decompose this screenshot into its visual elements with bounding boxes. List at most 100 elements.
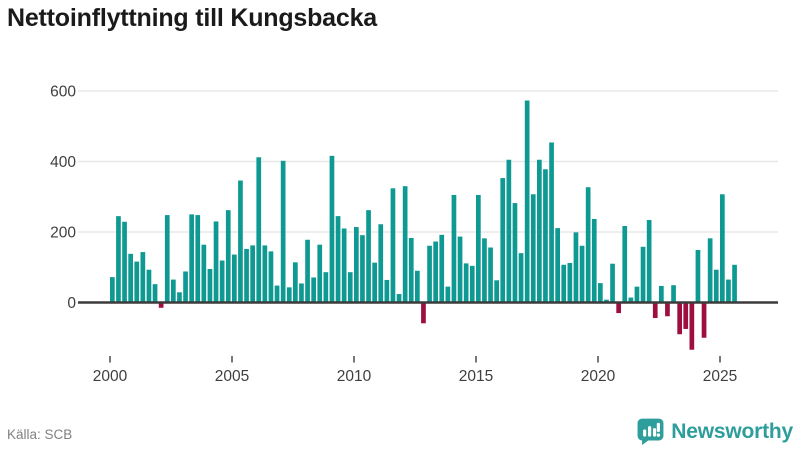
bar-2001-q1 — [134, 261, 140, 303]
bar-2012-q4 — [421, 302, 426, 324]
chart-title: Nettoinflyttning till Kungsbacka — [7, 4, 377, 32]
bar-2011-q2 — [384, 279, 390, 303]
bar-2008-q2 — [311, 277, 316, 303]
bar-2016-q1 — [500, 178, 506, 303]
bar-2022-q4 — [665, 302, 670, 317]
x-axis-tick-label: 2000 — [93, 368, 128, 385]
bar-2024-q2 — [701, 302, 707, 338]
bar-2025-q2 — [726, 279, 731, 303]
bar-2019-q3 — [585, 187, 591, 303]
bar-2021-q1 — [622, 226, 628, 303]
bar-2010-q2 — [360, 235, 365, 303]
bar-2006-q3 — [268, 251, 274, 303]
bar-2021-q3 — [634, 286, 640, 303]
bar-2018-q4 — [567, 263, 573, 303]
bar-2002-q3 — [171, 279, 176, 303]
x-axis-tick-label: 2025 — [703, 368, 737, 385]
bar-2019-q4 — [591, 218, 597, 303]
bar-2002-q4 — [177, 292, 182, 303]
x-axis-tick-label: 2020 — [581, 368, 616, 385]
bar-2019-q1 — [573, 232, 579, 303]
bar-2006-q1 — [256, 157, 262, 303]
bar-2015-q4 — [494, 280, 499, 303]
bar-2001-q2 — [140, 252, 146, 303]
bar-2008-q4 — [323, 272, 329, 303]
bar-2009-q1 — [329, 155, 335, 303]
bar-2024-q1 — [695, 249, 701, 303]
bar-2006-q2 — [262, 245, 268, 303]
bar-2014-q1 — [451, 194, 457, 303]
bar-2002-q1 — [158, 302, 164, 308]
x-axis-tick-label: 2005 — [215, 368, 249, 385]
bar-2004-q3 — [219, 260, 225, 303]
newsworthy-bubble-bars-icon — [637, 418, 664, 445]
bar-2009-q3 — [341, 228, 347, 303]
bar-2018-q2 — [555, 228, 560, 303]
bar-2007-q4 — [299, 283, 304, 303]
bar-2015-q1 — [476, 194, 481, 303]
bar-2025-q3 — [732, 264, 737, 303]
bar-2007-q3 — [293, 262, 298, 303]
bar-2023-q4 — [689, 302, 695, 350]
bar-2011-q4 — [396, 294, 402, 303]
bar-2003-q4 — [201, 244, 207, 303]
bar-2011-q1 — [378, 224, 384, 303]
bar-2015-q2 — [482, 238, 487, 303]
bar-2012-q2 — [408, 237, 414, 303]
bar-2008-q3 — [317, 244, 323, 303]
bar-2000-q3 — [122, 221, 127, 303]
bar-2009-q4 — [347, 272, 353, 303]
bar-2001-q3 — [146, 269, 152, 303]
bar-2005-q4 — [250, 245, 255, 303]
bar-2022-q1 — [646, 220, 652, 303]
bar-2013-q1 — [427, 245, 432, 303]
bar-2008-q1 — [305, 239, 310, 303]
bar-2010-q3 — [366, 210, 371, 303]
bar-2020-q1 — [598, 283, 603, 303]
newsworthy-logo: Newsworthy — [637, 418, 793, 445]
bar-2013-q2 — [433, 241, 438, 303]
bar-2003-q1 — [183, 271, 188, 303]
x-axis-tick-label: 2015 — [459, 368, 493, 385]
bar-2017-q3 — [537, 159, 542, 303]
bar-2025-q1 — [720, 194, 725, 303]
bar-2006-q4 — [274, 285, 280, 303]
bar-2014-q4 — [469, 265, 475, 303]
bar-2017-q1 — [524, 100, 530, 303]
bar-2003-q2 — [189, 214, 194, 303]
y-axis-tick-label: 600 — [50, 84, 76, 101]
bar-2018-q3 — [561, 264, 567, 303]
bar-2022-q3 — [659, 285, 664, 303]
bar-2023-q2 — [677, 302, 682, 335]
bar-2020-q3 — [610, 263, 615, 303]
bar-2007-q2 — [286, 287, 292, 303]
bar-2011-q3 — [390, 188, 396, 303]
y-axis-tick-label: 0 — [67, 295, 76, 312]
bar-2016-q2 — [506, 159, 512, 303]
bar-2018-q1 — [549, 142, 554, 303]
bar-2007-q1 — [280, 160, 286, 303]
bar-2005-q2 — [238, 180, 243, 303]
source-label: Källa: SCB — [7, 427, 73, 442]
bar-2014-q2 — [457, 236, 463, 303]
bar-2024-q4 — [713, 269, 719, 303]
bar-2013-q3 — [439, 234, 445, 303]
bar-2016-q4 — [518, 253, 524, 303]
bar-2017-q2 — [530, 194, 536, 303]
bar-2003-q3 — [195, 215, 201, 303]
bar-2012-q3 — [415, 270, 420, 303]
bar-2013-q4 — [445, 286, 451, 303]
bar-2001-q4 — [152, 284, 158, 303]
bar-2015-q3 — [488, 247, 493, 303]
bar-2017-q4 — [543, 169, 548, 303]
bar-2000-q1 — [110, 277, 115, 303]
bar-2002-q2 — [164, 215, 170, 303]
bar-2014-q3 — [463, 263, 469, 303]
bar-2023-q3 — [683, 302, 689, 329]
bar-2005-q1 — [232, 254, 237, 303]
bar-2019-q2 — [579, 245, 585, 303]
bar-2009-q2 — [335, 216, 341, 303]
bar-2021-q2 — [628, 297, 634, 303]
bar-2022-q2 — [652, 302, 658, 319]
